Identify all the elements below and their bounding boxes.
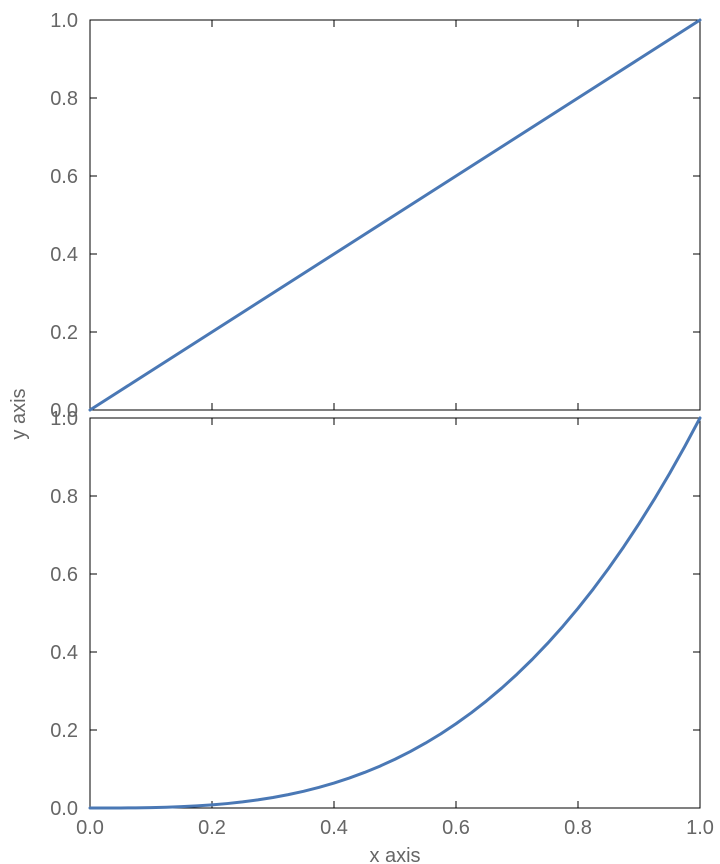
x-tick-label: 0.2 [198, 817, 226, 839]
y-tick-label: 0.0 [50, 798, 78, 820]
x-axis-label: x axis [369, 845, 420, 864]
y-tick-label: 1.0 [50, 408, 78, 430]
top-panel: 0.00.20.40.60.81.0 [50, 10, 700, 422]
x-tick-label: 0.4 [320, 817, 348, 839]
y-tick-label: 1.0 [50, 10, 78, 32]
y-tick-label: 0.2 [50, 322, 78, 344]
bottom-panel: 0.0 0.2 0.4 0.6 0.8 1.0 0.0 0.2 0.4 0.6 0.8 1.0 [50, 408, 714, 839]
plot-frame [90, 418, 700, 808]
y-tick-label: 0.4 [50, 244, 78, 266]
y-tick-label: 0.8 [50, 88, 78, 110]
y-axis-label: y axis [8, 388, 30, 439]
y-tick-label: 0.8 [50, 486, 78, 508]
x-tick-label: 1.0 [686, 817, 714, 839]
x-tick-label: 0.6 [442, 817, 470, 839]
y-tick-label: 0.6 [50, 564, 78, 586]
series-line [90, 20, 700, 410]
y-tick-label: 0.4 [50, 642, 78, 664]
y-tick-label: 0.6 [50, 166, 78, 188]
series-line [90, 418, 700, 808]
x-tick-label: 0.0 [76, 817, 104, 839]
chart-figure: 0.00.20.40.60.81.00.00.20.40.60.81.00.00… [0, 0, 720, 864]
x-tick-label: 0.8 [564, 817, 592, 839]
y-tick-label: 0.2 [50, 720, 78, 742]
